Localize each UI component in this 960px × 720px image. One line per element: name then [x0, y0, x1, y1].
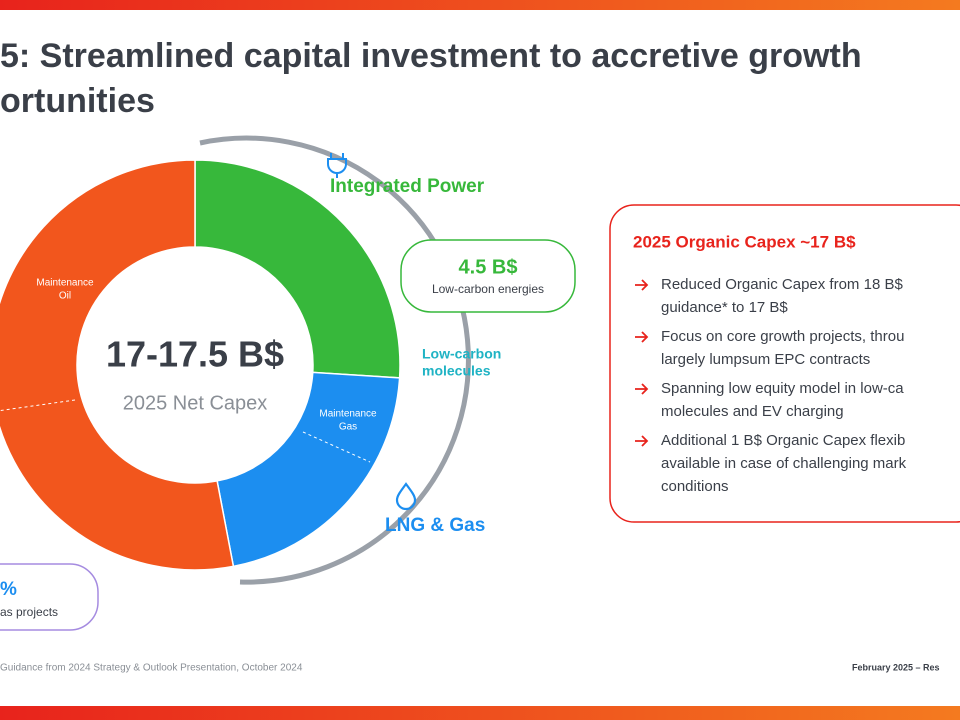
bullet-arrow [635, 383, 649, 395]
bullet-text: Reduced Organic Capex from 18 B$ [661, 276, 903, 293]
bullet-text: Focus on core growth projects, throu [661, 328, 904, 345]
top-bar [0, 0, 960, 10]
bullet-arrow [635, 279, 649, 291]
segment-label: Maintenance [36, 278, 94, 289]
donut [0, 159, 401, 571]
bracket-arc [199, 135, 471, 585]
center-value: 17-17.5 B$ [106, 334, 284, 375]
title: ortunities [0, 82, 155, 120]
segment-label: Gas [339, 422, 357, 433]
bullet-text: molecules and EV charging [661, 403, 844, 420]
segment-label: Maintenance [319, 409, 377, 420]
donut-segment [0, 159, 235, 571]
bottom-bar [0, 706, 960, 720]
callout-label: Low-carbon energies [432, 282, 544, 296]
footnote: Guidance from 2024 Strategy & Outlook Pr… [0, 663, 303, 674]
bullet-text: conditions [661, 478, 729, 495]
divider [302, 431, 371, 463]
panel-title: 2025 Organic Capex ~17 B$ [633, 232, 856, 251]
footer-date: February 2025 – Res [852, 662, 940, 672]
donut-segment [194, 159, 401, 379]
bullet-text: available in case of challenging mark [661, 455, 907, 472]
lng-gas: LNG & Gas [385, 515, 485, 536]
center-label: 2025 Net Capex [123, 392, 268, 414]
bullet-arrow [635, 331, 649, 343]
molecules-label: Low-carbon [422, 346, 501, 362]
bullet-text: largely lumpsum EPC contracts [661, 351, 870, 368]
bullet-text: guidance* to 17 B$ [661, 299, 788, 316]
plug-icon [327, 153, 347, 178]
molecules-label: molecules [422, 363, 491, 379]
bullet-text: Additional 1 B$ Organic Capex flexib [661, 432, 905, 449]
callout-label: as projects [0, 605, 58, 619]
donut-segment [216, 371, 401, 568]
bullet-list: Reduced Organic Capex from 18 B$ guidance… [635, 276, 907, 495]
callout-box [400, 239, 576, 313]
title: 5: Streamlined capital investment to acc… [0, 37, 862, 75]
callout-box [0, 563, 99, 631]
info-panel [609, 204, 960, 523]
flame-icon [395, 482, 417, 511]
bullet-arrow [635, 435, 649, 447]
callout-value: % [0, 579, 17, 600]
integrated-power: Integrated Power [330, 176, 485, 197]
divider [0, 399, 76, 412]
segment-label: Oil [59, 291, 71, 302]
bullet-text: Spanning low equity model in low-ca [661, 380, 904, 397]
callout-value: 4.5 B$ [459, 256, 518, 278]
